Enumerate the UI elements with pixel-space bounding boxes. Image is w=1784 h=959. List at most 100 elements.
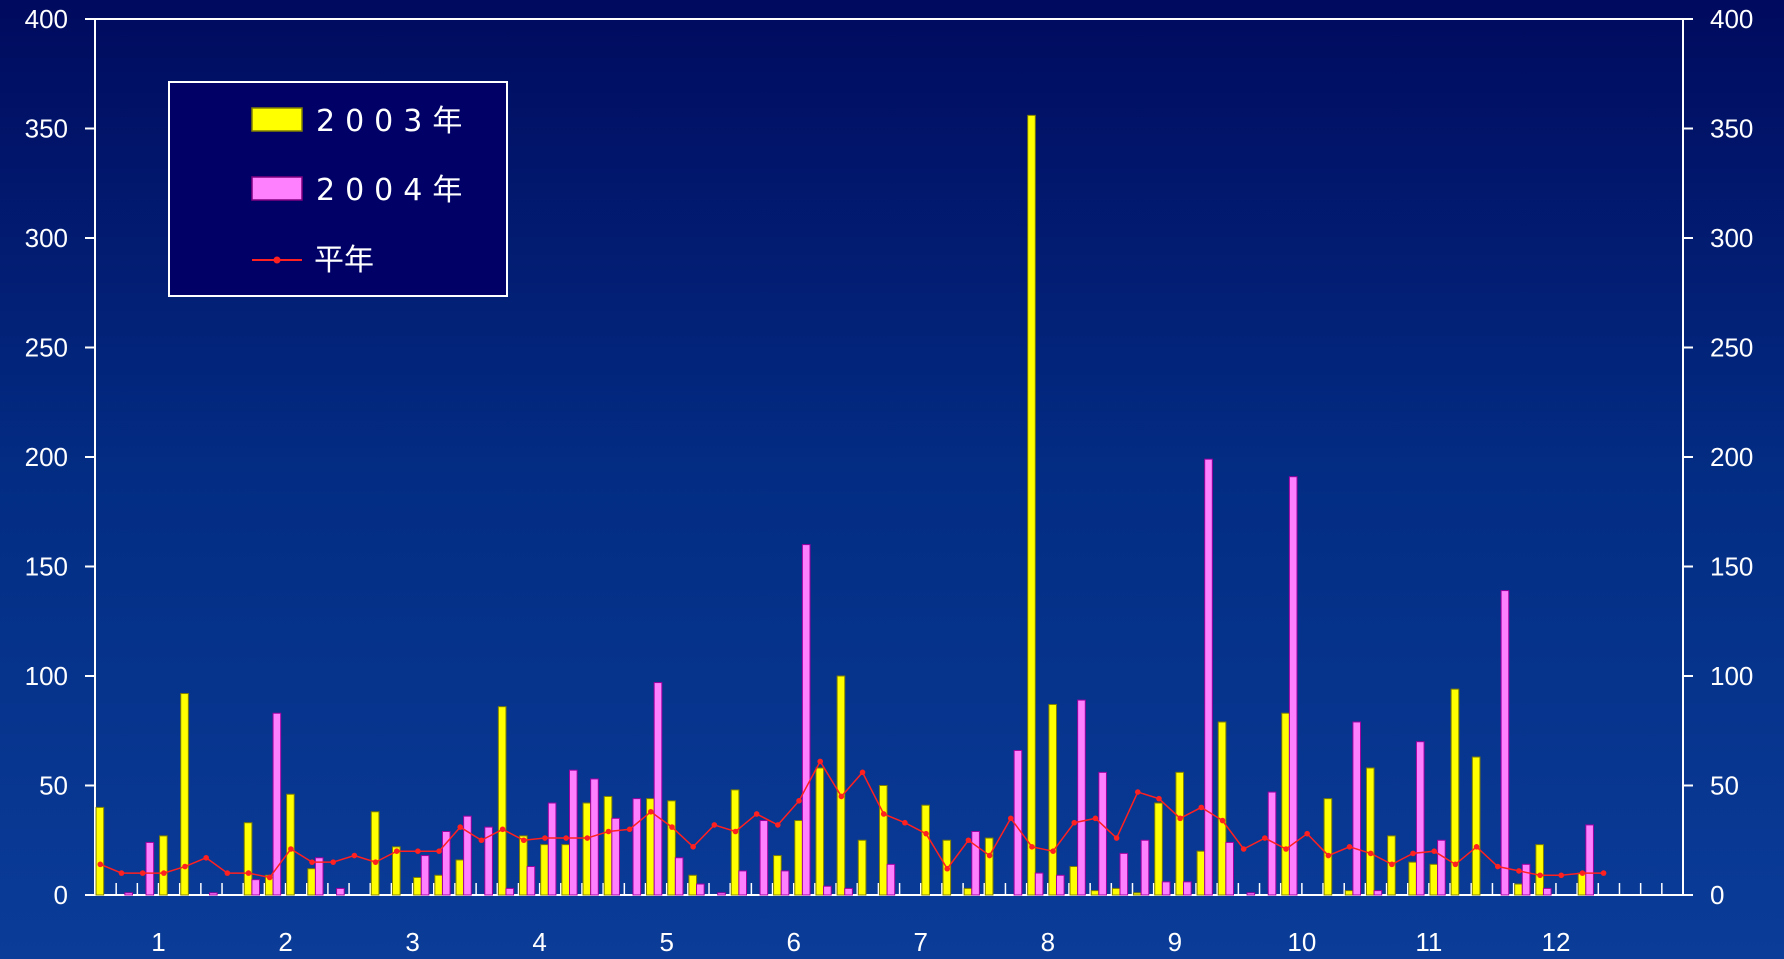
bar-2004: [209, 892, 218, 896]
bar-2003: [497, 706, 507, 896]
x-tick-label: 5: [659, 927, 673, 957]
bar-2004: [1225, 841, 1234, 896]
bar-2003: [413, 876, 422, 896]
normal-point: [1113, 835, 1120, 841]
legend-swatch-2003: [251, 107, 303, 132]
bar-2003: [159, 835, 168, 896]
bar-2004: [632, 798, 642, 896]
bar-2003: [180, 693, 189, 896]
bar-2004: [801, 544, 811, 896]
y-axis-right: 0 50 100 150 200 250 300 350 400: [1683, 4, 1753, 910]
bar-2003: [794, 820, 803, 896]
bar-2003: [1450, 688, 1460, 896]
normal-point: [859, 769, 866, 776]
normal-point: [1219, 817, 1226, 824]
bar-2004: [441, 830, 451, 896]
bar-2003: [1514, 883, 1523, 896]
normal-point: [182, 863, 188, 870]
bar-2003: [519, 835, 528, 896]
normal-point: [1367, 850, 1374, 857]
y-right-tick-label: 200: [1710, 442, 1753, 472]
x-tick-label: 10: [1287, 927, 1316, 957]
normal-point: [1262, 835, 1268, 841]
x-tick-label: 7: [914, 927, 928, 957]
bar-2004: [568, 769, 578, 896]
bar-2003: [434, 874, 443, 896]
bar-2004: [738, 870, 748, 896]
normal-point: [372, 859, 379, 865]
y-right-tick-label: 100: [1710, 661, 1753, 691]
normal-point: [944, 865, 951, 872]
bar-2003: [1090, 890, 1100, 896]
bar-2003: [1133, 892, 1142, 896]
legend-label-2003: 2003年: [316, 104, 472, 139]
normal-point: [1558, 872, 1565, 879]
bar-2003: [688, 874, 698, 896]
normal-point: [626, 826, 633, 833]
bar-2004: [1140, 839, 1150, 896]
normal-point: [351, 852, 358, 859]
normal-point: [923, 830, 929, 837]
x-tick-label: 8: [1041, 927, 1055, 957]
bar-2004: [696, 883, 705, 896]
normal-point: [161, 870, 167, 876]
normal-point: [478, 837, 485, 844]
normal-point: [1537, 872, 1543, 879]
y-right-tick-label: 250: [1710, 333, 1753, 363]
normal-point: [1177, 815, 1183, 822]
bar-2004: [844, 887, 853, 896]
bar-2003: [963, 887, 973, 896]
bar-2003: [1048, 703, 1057, 896]
bar-2003: [243, 822, 253, 896]
normal-point: [986, 852, 993, 859]
bar-2004: [1415, 741, 1425, 896]
bar-2004: [124, 892, 133, 896]
x-tick-label: 1: [151, 927, 165, 957]
normal-point: [817, 758, 823, 765]
bar-2004: [1183, 881, 1192, 896]
bar-2004: [1521, 863, 1531, 896]
bar-2004: [272, 712, 282, 896]
normal-point: [563, 835, 569, 841]
series-2004-bars: [124, 458, 1594, 896]
bar-2004: [463, 815, 472, 896]
normal-point: [203, 854, 209, 861]
normal-point: [1283, 846, 1289, 852]
y-right-tick-label: 350: [1710, 114, 1753, 144]
bar-2003: [1027, 114, 1036, 896]
bar-2003: [730, 789, 740, 896]
bar-2003: [95, 806, 105, 896]
normal-point: [584, 835, 591, 841]
normal-point: [965, 837, 972, 844]
bar-2003: [1577, 872, 1587, 896]
bar-2003: [561, 844, 570, 896]
bar-2004: [1288, 476, 1298, 896]
series-normal-line: [97, 758, 1607, 881]
y-left-tick-label: 0: [54, 880, 68, 910]
normal-point: [1029, 844, 1035, 850]
bar-2004: [547, 802, 557, 896]
bar-2003: [773, 855, 782, 896]
bar-2004: [1119, 852, 1129, 896]
normal-point: [245, 870, 252, 876]
bar-2004: [1542, 887, 1552, 896]
bar-2003: [836, 675, 846, 896]
bar-2004: [1500, 590, 1510, 896]
normal-point: [1579, 870, 1586, 876]
normal-point: [436, 848, 442, 854]
normal-point: [711, 822, 718, 828]
normal-point: [753, 811, 760, 817]
bar-2003: [391, 846, 401, 896]
bar-2004: [1055, 874, 1065, 896]
bar-2003: [1323, 798, 1333, 896]
normal-point: [1346, 844, 1353, 850]
bar-2004: [526, 866, 536, 896]
bar-2004: [420, 855, 430, 896]
legend-box: [168, 81, 508, 297]
normal-point: [1156, 795, 1162, 802]
normal-point: [97, 861, 104, 868]
bar-2003: [286, 793, 295, 896]
bar-2003: [1365, 767, 1375, 896]
legend-swatch-2004: [251, 176, 303, 201]
bar-2003: [1069, 866, 1079, 896]
